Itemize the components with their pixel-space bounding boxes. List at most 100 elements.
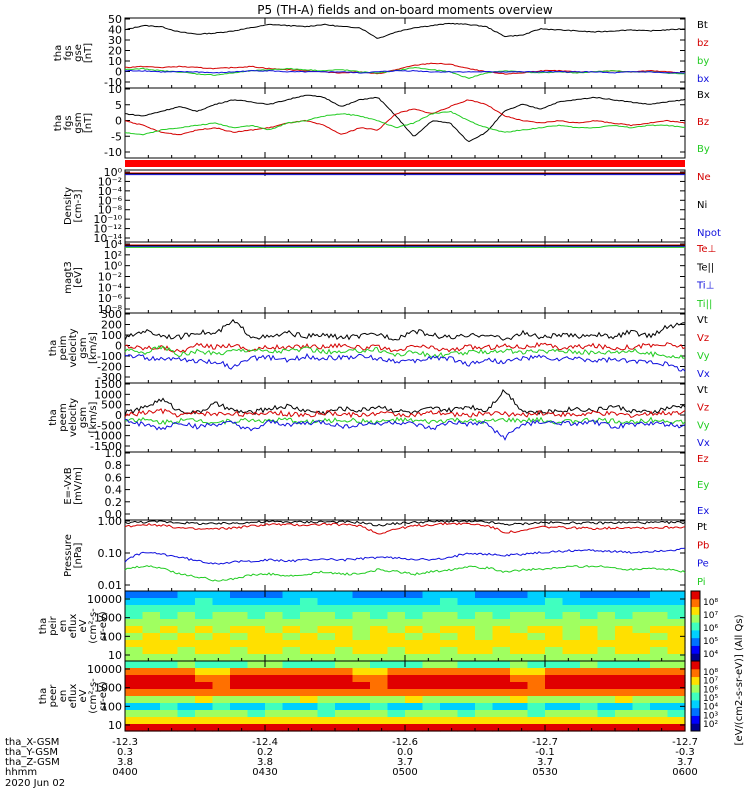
- panel-peer_spectrum-cell: [125, 696, 144, 704]
- panel-peir_spectrum-cell: [475, 612, 494, 620]
- panel-peir_spectrum-cell: [440, 626, 459, 634]
- panel-peir_spectrum-cell: [370, 647, 389, 655]
- panel-peir_spectrum-cell: [440, 633, 459, 641]
- panel-peer_spectrum-cell: [527, 661, 546, 669]
- panel-peer_spectrum-cell: [545, 682, 564, 690]
- colorbar-units-label: [eV/(cm2-s-sr-eV)] (All Qs): [734, 614, 745, 745]
- panel-peer_spectrum-cell: [177, 668, 196, 676]
- panel-peer_spectrum-cell: [405, 682, 424, 690]
- panel-peer_spectrum-cell: [142, 689, 161, 697]
- panel-fgs_gsm-ytick-label: 10: [108, 83, 122, 96]
- panel-peer_spectrum-cell: [265, 696, 284, 704]
- panel-peer_spectrum-cell: [545, 703, 564, 711]
- panel-peer_spectrum-cell: [195, 724, 214, 732]
- panel-peer_spectrum-cell: [370, 717, 389, 725]
- xaxis-time-value: 0400: [112, 767, 137, 778]
- panel-peem_velocity-ylabel-line: tha: [48, 409, 59, 425]
- panel-peer_spectrum-cell: [352, 710, 371, 718]
- panel-peer_spectrum-cell: [632, 682, 651, 690]
- panel-peir_spectrum-cell: [405, 591, 424, 599]
- panel-peer_spectrum-cell: [597, 689, 616, 697]
- panel-peer_spectrum-ylabel-line: en: [58, 690, 69, 703]
- panel-peir_spectrum-cell: [142, 654, 161, 662]
- panel-peer_spectrum-cell: [650, 668, 669, 676]
- panel-fgs_gsm-ylabel-line: [nT]: [83, 113, 94, 133]
- panel-peer_spectrum-cell: [142, 675, 161, 683]
- panel-peir_spectrum-cell: [580, 647, 599, 655]
- panel-peer_spectrum-cell: [615, 668, 634, 676]
- panel-peer_spectrum-cell: [387, 675, 406, 683]
- panel-peer_spectrum-cell: [300, 703, 319, 711]
- panel-peer_spectrum-cell: [177, 682, 196, 690]
- panel-fgs_gsm-ytick-label: -10: [104, 146, 122, 159]
- panel-peir_spectrum-cell: [177, 605, 196, 613]
- panel-peer_spectrum-cell: [440, 696, 459, 704]
- panel-peir_spectrum-cell: [667, 598, 686, 606]
- panel-peir_spectrum-cell: [282, 654, 301, 662]
- panel-fgs_gse-ylabel-line: fgs: [63, 45, 74, 60]
- panel-peir_spectrum-cell: [160, 647, 179, 655]
- panel-peim_velocity-legend-Vx: Vx: [697, 369, 710, 380]
- panel-peir_spectrum-cell: [580, 640, 599, 648]
- panel-peer_spectrum-cell: [335, 689, 354, 697]
- panel-peir_spectrum-cell: [282, 619, 301, 627]
- panel-peir_spectrum-cell: [405, 605, 424, 613]
- panel-peir_spectrum-cell: [212, 654, 231, 662]
- panel-peir_spectrum-cell: [562, 605, 581, 613]
- panel-peir_spectrum-cell: [562, 598, 581, 606]
- panel-peir_spectrum-cell: [492, 598, 511, 606]
- panel-peer_spectrum-cell: [580, 724, 599, 732]
- panel-peir_spectrum-cell: [650, 647, 669, 655]
- panel-peer_spectrum-ylabel-line: eflux: [68, 684, 79, 709]
- panel-peer_spectrum-cell: [317, 696, 336, 704]
- panel-peir_spectrum-cell: [597, 626, 616, 634]
- panel-peer_spectrum-colorbar-label: 10⁷: [703, 677, 718, 687]
- panel-peer_spectrum-cell: [125, 689, 144, 697]
- panel-peer_spectrum-cell: [370, 696, 389, 704]
- panel-peer_spectrum-cell: [230, 661, 249, 669]
- panel-peer_spectrum-cell: [562, 661, 581, 669]
- panel-peir_spectrum-ylabel-line: en: [58, 620, 69, 633]
- panel-peir_spectrum-colorbar-seg: [691, 598, 700, 608]
- panel-peer_spectrum-cell: [457, 668, 476, 676]
- panel-magt3-legend-Ti⊥: Ti⊥: [696, 281, 714, 292]
- panel-fgs_gsm-legend-Bx: Bx: [697, 90, 710, 101]
- panel-peir_spectrum-cell: [545, 654, 564, 662]
- panel-peer_spectrum-cell: [352, 717, 371, 725]
- panel-peer_spectrum-cell: [545, 675, 564, 683]
- panel-peer_spectrum-colorbar-label: 10⁴: [703, 703, 718, 713]
- panel-peir_spectrum-cell: [212, 640, 231, 648]
- panel-peem_velocity-ytick-label: -500: [97, 419, 122, 432]
- panel-peir_spectrum-cell: [457, 591, 476, 599]
- panel-efield-legend-Ey: Ey: [697, 480, 709, 491]
- panel-density-ytick-label: 10⁻⁸: [98, 204, 123, 217]
- panel-peir_spectrum-cell: [457, 605, 476, 613]
- panel-peir_spectrum-cell: [597, 633, 616, 641]
- panel-peer_spectrum-colorbar-frame: [690, 660, 701, 732]
- panel-peer_spectrum-cell: [667, 703, 686, 711]
- panel-peir_spectrum-cell: [667, 626, 686, 634]
- panel-fgs_gse-ytick-label: 0: [115, 66, 122, 79]
- panel-peir_spectrum-cell: [422, 626, 441, 634]
- panel-peir_spectrum-cell: [300, 605, 319, 613]
- panel-peir_spectrum-cell: [527, 647, 546, 655]
- panel-peer_spectrum-cell: [667, 668, 686, 676]
- panel-peer_spectrum-cell: [650, 717, 669, 725]
- panel-peer_spectrum-cell: [562, 689, 581, 697]
- panel-peir_spectrum-cell: [212, 647, 231, 655]
- panel-peir_spectrum-cell: [317, 605, 336, 613]
- panel-peir_spectrum-cell: [177, 633, 196, 641]
- panel-peir_spectrum-cell: [125, 640, 144, 648]
- panel-peer_spectrum-cell: [632, 717, 651, 725]
- panel-density-legend-Ni: Ni: [697, 200, 707, 211]
- xaxis-y-gsm-value: -0.1: [535, 747, 555, 758]
- panel-peir_spectrum-cell: [510, 598, 529, 606]
- panel-peer_spectrum-cell: [510, 703, 529, 711]
- panel-peir_spectrum-ylabel-line: peir: [48, 615, 59, 635]
- panel-fgs_gse-ytick-label: 10: [108, 55, 122, 68]
- panel-peir_spectrum-cell: [230, 605, 249, 613]
- panel-peir_spectrum-cell: [615, 591, 634, 599]
- panel-peir_spectrum-cell: [667, 591, 686, 599]
- panel-peer_spectrum-cell: [317, 682, 336, 690]
- panel-peir_spectrum-cell: [352, 605, 371, 613]
